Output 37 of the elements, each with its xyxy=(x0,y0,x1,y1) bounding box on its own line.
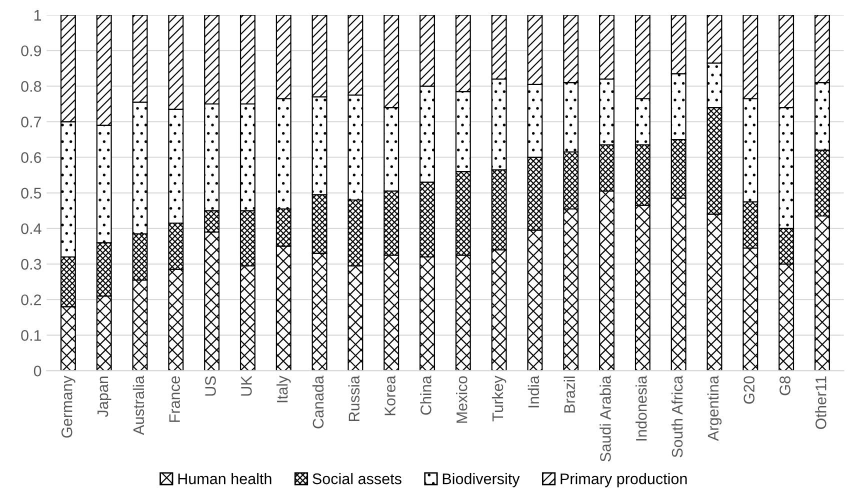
x-tick-label: India xyxy=(528,376,540,408)
x-tick-label: Turkey xyxy=(492,376,506,422)
y-tick-label: 0.7 xyxy=(21,116,42,128)
x-tick-label: China xyxy=(420,376,432,415)
y-tick-label: 0.4 xyxy=(21,223,42,234)
y-tick-label: 0.8 xyxy=(21,81,42,92)
x-tick-label: Germany xyxy=(61,376,76,438)
x-tick-label: France xyxy=(169,376,180,422)
x-tick-label: Other11 xyxy=(815,376,826,429)
y-tick-label: 1 xyxy=(34,10,42,21)
x-tick-label: Australia xyxy=(132,376,144,436)
legend-label: Social assets xyxy=(312,473,402,484)
x-tick-label: Mexico xyxy=(456,376,468,423)
legend-label: Primary production xyxy=(560,473,687,488)
x-tick-label: Japan xyxy=(98,376,112,417)
x-tick-label: Italy xyxy=(276,376,291,402)
y-tick-label: 0.5 xyxy=(21,188,42,199)
x-tick-label: G8 xyxy=(780,376,790,396)
legend-label: Human health xyxy=(178,473,272,484)
y-tick-label: 0 xyxy=(34,366,42,376)
x-tick-label: Russia xyxy=(348,376,360,422)
y-tick-label: 0.9 xyxy=(21,45,42,56)
x-tick-label: Indonesia xyxy=(636,376,647,440)
x-tick-label: Korea xyxy=(384,376,396,416)
y-tick-label: 0.1 xyxy=(21,330,42,341)
x-tick-label: Saudi Arabia xyxy=(600,376,611,462)
y-tick-label: 0.6 xyxy=(21,152,42,163)
x-tick-label: US xyxy=(205,376,216,396)
y-tick-label: 0.2 xyxy=(21,294,42,306)
x-tick-label: UK xyxy=(241,376,252,396)
legend-label: Biodiversity xyxy=(442,473,520,488)
x-tick-label: South Africa xyxy=(671,376,683,458)
x-tick-label: Brazil xyxy=(564,376,575,413)
x-tick-label: G20 xyxy=(744,376,755,404)
x-tick-label: Canada xyxy=(312,376,324,428)
x-tick-label: Argentina xyxy=(707,376,722,441)
y-tick-label: 0.3 xyxy=(21,258,42,270)
